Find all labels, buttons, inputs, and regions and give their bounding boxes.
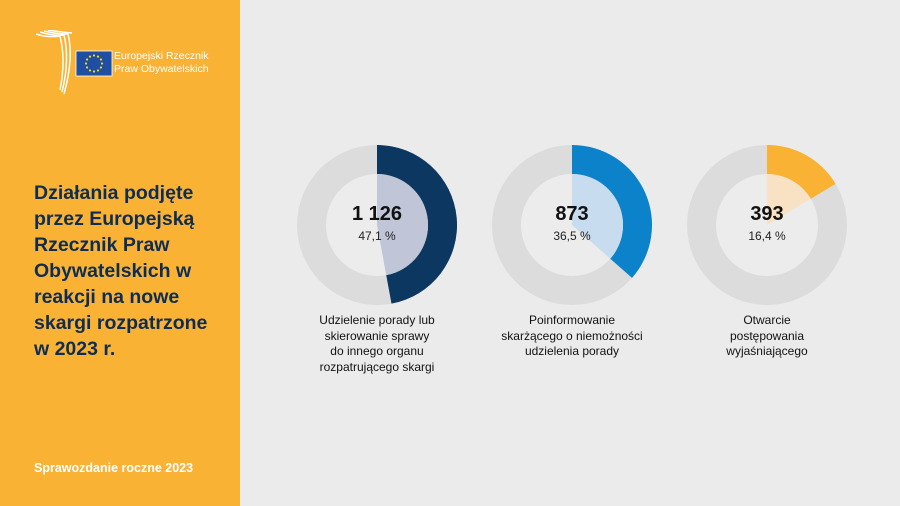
label-line: Otwarcie bbox=[743, 313, 791, 327]
label-line: skarżącego o niemożności bbox=[501, 328, 643, 343]
label-line: udzielenia porady bbox=[524, 344, 620, 358]
title-line: Rzecznik Praw bbox=[34, 234, 170, 256]
eu-star-icon bbox=[96, 55, 100, 58]
eu-star-icon bbox=[85, 58, 89, 61]
page-title: Działania podjęte przez Europejską Rzecz… bbox=[34, 180, 234, 362]
donut-inner-wedge bbox=[572, 174, 624, 259]
eu-star-icon bbox=[99, 66, 103, 69]
eu-star-icon bbox=[88, 69, 92, 72]
title-line: Działania podjęte bbox=[34, 182, 194, 204]
donut-value: 873 bbox=[555, 203, 589, 225]
eu-star-icon bbox=[92, 54, 96, 57]
brand-text: Europejski Rzecznik Praw Obywatelskich bbox=[114, 50, 209, 76]
chart-area: 1 126 47,1 % Udzielenie porady lub skier… bbox=[240, 0, 900, 506]
donut-percent: 16,4 % bbox=[748, 229, 786, 243]
label-line: Udzielenie porady lub bbox=[319, 313, 435, 327]
title-line: przez Europejską bbox=[34, 208, 195, 230]
donut-label-3: Otwarcie postępowania wyjaśniającego bbox=[682, 313, 852, 360]
brand-line-1: Europejski Rzecznik bbox=[114, 50, 209, 62]
label-line: rozpatrującego skargi bbox=[319, 359, 435, 374]
ombudsman-logo-icon bbox=[35, 29, 113, 95]
eu-star-icon bbox=[88, 55, 92, 58]
eu-star-icon bbox=[100, 62, 104, 65]
label-line: wyjaśniającego bbox=[726, 344, 808, 358]
label-line: do innego organu bbox=[330, 344, 424, 358]
donut-chart-3: 393 16,4 % bbox=[687, 145, 847, 305]
donut-inner-wedge bbox=[767, 174, 811, 225]
eu-star-icon bbox=[85, 66, 89, 69]
donut-svg-2 bbox=[492, 145, 652, 305]
eu-star-icon bbox=[96, 69, 100, 72]
donut-label-1: Udzielenie porady lub skierowanie sprawy… bbox=[292, 313, 462, 375]
title-line: w 2023 r. bbox=[34, 338, 116, 360]
donut-value: 393 bbox=[750, 203, 784, 225]
logo: Europejski Rzecznik Praw Obywatelskich bbox=[34, 29, 234, 100]
title-line: skargi rozpatrzone bbox=[34, 312, 208, 334]
label-line: postępowania bbox=[729, 328, 805, 343]
brand-line-2: Praw Obywatelskich bbox=[114, 63, 209, 75]
donut-percent: 47,1 % bbox=[358, 229, 396, 243]
report-footer: Sprawozdanie roczne 2023 bbox=[34, 461, 194, 475]
eu-star-icon bbox=[84, 62, 88, 65]
donut-chart-2: 873 36,5 % bbox=[492, 145, 652, 305]
donut-percent: 36,5 % bbox=[553, 229, 591, 243]
label-line: Poinformowanie bbox=[528, 313, 616, 327]
label-line: skierowanie sprawy bbox=[324, 328, 430, 343]
donut-chart-1: 1 126 47,1 % bbox=[297, 145, 458, 305]
donut-inner-wedge bbox=[377, 174, 429, 276]
donut-svg-1 bbox=[297, 145, 458, 305]
donut-value: 1 126 bbox=[351, 203, 403, 225]
sidebar: Europejski Rzecznik Praw Obywatelskich D… bbox=[0, 0, 240, 506]
title-line: reakcji na nowe bbox=[34, 286, 180, 308]
eu-star-icon bbox=[99, 58, 103, 61]
eu-star-icon bbox=[92, 70, 96, 73]
donut-label-2: Poinformowanie skarżącego o niemożności … bbox=[487, 313, 657, 360]
donut-svg-3 bbox=[687, 145, 847, 305]
title-line: Obywatelskich w bbox=[34, 260, 192, 282]
